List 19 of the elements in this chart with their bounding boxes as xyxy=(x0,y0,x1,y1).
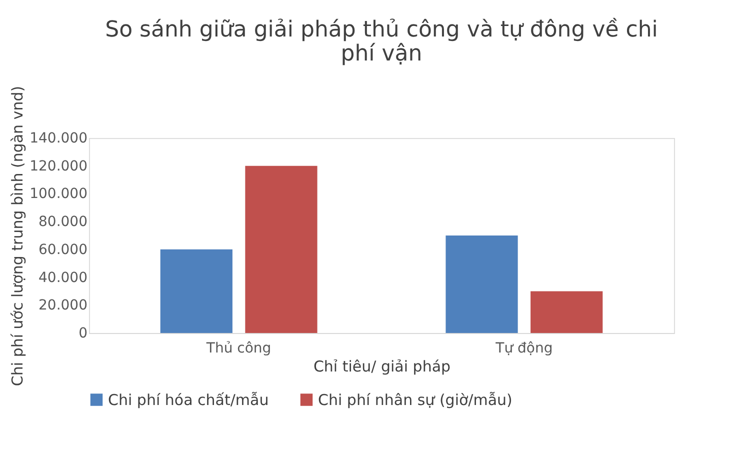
y-tick-label: 140.000 xyxy=(30,130,88,146)
bar xyxy=(446,236,518,333)
y-tick-label: 0 xyxy=(78,326,88,342)
chart-title: So sánh giữa giải pháp thủ công và tự đông về chi phí vận xyxy=(105,17,658,66)
y-tick-label: 80.000 xyxy=(38,214,88,230)
bar xyxy=(530,291,603,333)
y-tick-label: 20.000 xyxy=(38,298,88,314)
x-tick-label: Thủ công xyxy=(205,340,272,356)
y-axis-title: Chi phí ước lượng trung bình (ngàn vnd) xyxy=(8,86,27,386)
y-tick-label: 40.000 xyxy=(38,270,88,286)
legend-label: Chi phí nhân sự (giờ/mẫu) xyxy=(318,390,512,409)
y-tick-label: 100.000 xyxy=(30,186,88,202)
bar xyxy=(245,166,318,333)
bar xyxy=(160,249,232,333)
legend-label: Chi phí hóa chất/mẫu xyxy=(108,390,269,409)
y-tick-label: 120.000 xyxy=(30,158,88,174)
y-tick-label: 60.000 xyxy=(38,242,88,258)
x-axis-title: Chỉ tiêu/ giải pháp xyxy=(313,358,451,376)
x-tick-label: Tự động xyxy=(494,340,553,356)
